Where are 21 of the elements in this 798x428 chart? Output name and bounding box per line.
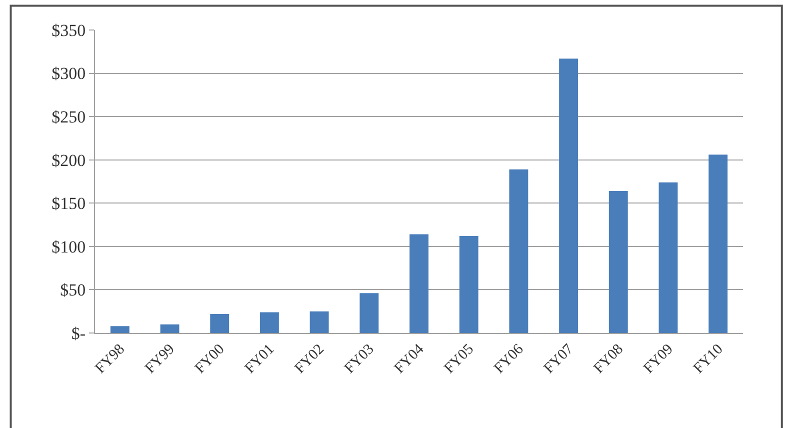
y-tick-label: $200: [52, 150, 86, 170]
bar: [459, 236, 478, 333]
bar: [559, 58, 578, 333]
bar: [360, 293, 379, 333]
y-tick-label: $50: [60, 280, 86, 300]
bar: [260, 312, 279, 333]
y-tick-label: $150: [52, 194, 86, 214]
bar: [160, 324, 180, 333]
y-tick-label: $-: [71, 324, 86, 343]
bar: [310, 311, 329, 333]
y-tick-label: $100: [52, 237, 86, 256]
y-tick-label: $300: [52, 64, 86, 84]
y-tick-label: $350: [52, 20, 86, 40]
bar: [110, 326, 130, 333]
bar: [708, 154, 728, 333]
bar: [210, 314, 230, 333]
bar: [608, 191, 628, 333]
bar: [658, 182, 678, 333]
bar: [410, 234, 428, 333]
bar: [509, 169, 528, 333]
y-tick-label: $250: [52, 108, 86, 127]
